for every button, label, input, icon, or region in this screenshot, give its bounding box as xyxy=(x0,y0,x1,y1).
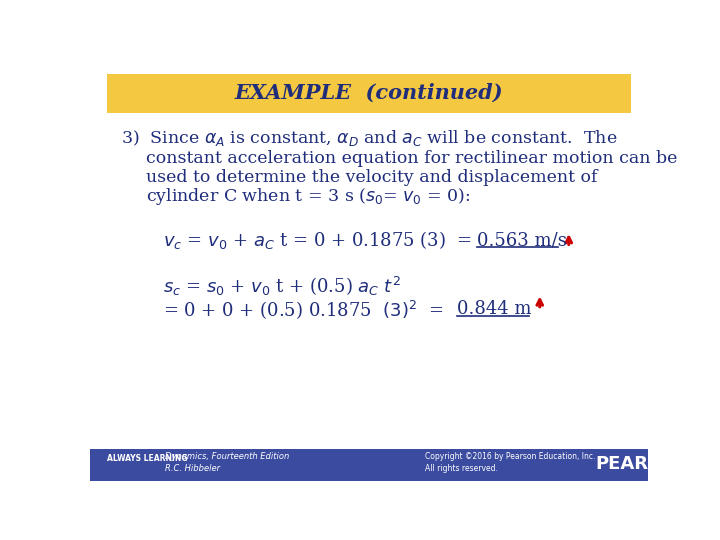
Text: constant acceleration equation for rectilinear motion can be: constant acceleration equation for recti… xyxy=(145,150,678,167)
Text: PEARSON: PEARSON xyxy=(595,455,691,473)
Text: Copyright ©2016 by Pearson Education, Inc.: Copyright ©2016 by Pearson Education, In… xyxy=(425,453,595,461)
FancyBboxPatch shape xyxy=(107,75,631,113)
Text: EXAMPLE  (continued): EXAMPLE (continued) xyxy=(235,83,503,103)
Text: 0.563 m/s: 0.563 m/s xyxy=(477,231,567,249)
Text: 3)  Since $\alpha_A$ is constant, $\alpha_D$ and $a_C$ will be constant.  The: 3) Since $\alpha_A$ is constant, $\alpha… xyxy=(121,127,617,147)
Text: cylinder C when t = 3 s ($s_0$= $v_0$ = 0):: cylinder C when t = 3 s ($s_0$= $v_0$ = … xyxy=(145,186,470,207)
Text: R.C. Hibbeler: R.C. Hibbeler xyxy=(166,464,220,474)
Text: $s_c$ = $s_0$ + $v_0$ t + (0.5) $a_C$ $t^2$: $s_c$ = $s_0$ + $v_0$ t + (0.5) $a_C$ $t… xyxy=(163,274,400,298)
Text: ALWAYS LEARNING: ALWAYS LEARNING xyxy=(107,455,187,463)
Text: 0.844 m: 0.844 m xyxy=(456,300,531,318)
Text: used to determine the velocity and displacement of: used to determine the velocity and displ… xyxy=(145,168,598,186)
Text: = 0 + 0 + (0.5) 0.1875  $(3)^2$  =: = 0 + 0 + (0.5) 0.1875 $(3)^2$ = xyxy=(163,298,445,321)
FancyBboxPatch shape xyxy=(90,449,648,481)
Text: $v_c$ = $v_0$ + $a_C$ t = 0 + 0.1875 (3)  =: $v_c$ = $v_0$ + $a_C$ t = 0 + 0.1875 (3)… xyxy=(163,230,473,251)
Text: All rights reserved.: All rights reserved. xyxy=(425,464,498,474)
Text: Dynamics, Fourteenth Edition: Dynamics, Fourteenth Edition xyxy=(166,453,289,461)
